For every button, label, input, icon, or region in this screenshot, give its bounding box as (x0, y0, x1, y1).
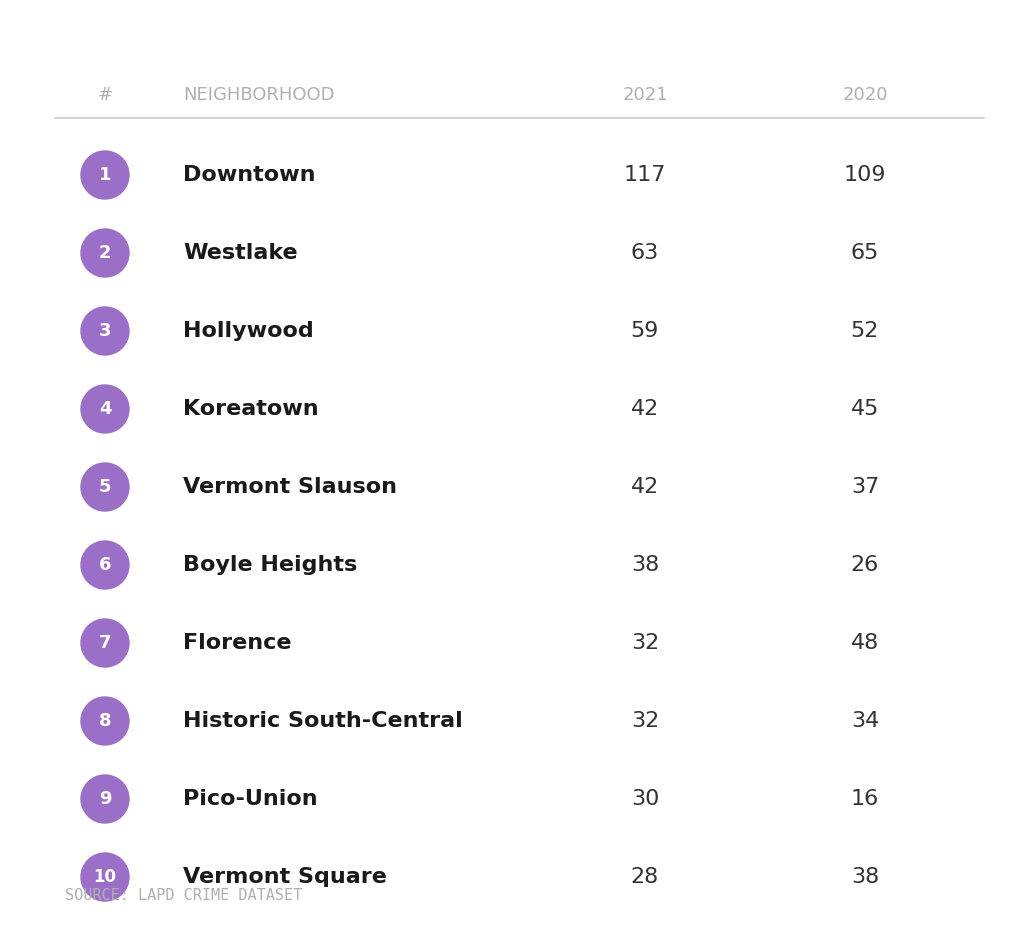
Text: 42: 42 (631, 477, 659, 497)
Text: 6: 6 (98, 556, 112, 574)
Text: 42: 42 (631, 399, 659, 419)
Circle shape (81, 151, 129, 199)
Circle shape (81, 385, 129, 433)
Text: Vermont Slauson: Vermont Slauson (183, 477, 397, 497)
Circle shape (81, 853, 129, 901)
Text: NEIGHBORHOOD: NEIGHBORHOOD (183, 86, 335, 104)
Text: 30: 30 (631, 789, 659, 809)
Text: 5: 5 (98, 478, 112, 496)
Text: 38: 38 (631, 555, 659, 575)
Text: 28: 28 (631, 867, 659, 887)
Text: Westlake: Westlake (183, 243, 298, 263)
Text: Pico-Union: Pico-Union (183, 789, 317, 809)
Text: 48: 48 (851, 633, 880, 653)
Circle shape (81, 775, 129, 823)
Text: Vermont Square: Vermont Square (183, 867, 387, 887)
Text: 117: 117 (624, 165, 667, 185)
Text: Historic South-Central: Historic South-Central (183, 711, 463, 731)
Circle shape (81, 619, 129, 667)
Text: Hollywood: Hollywood (183, 321, 313, 341)
Text: 26: 26 (851, 555, 880, 575)
Circle shape (81, 307, 129, 355)
Text: Koreatown: Koreatown (183, 399, 318, 419)
Text: SOURCE: LAPD CRIME DATASET: SOURCE: LAPD CRIME DATASET (65, 887, 302, 902)
Circle shape (81, 541, 129, 589)
Circle shape (81, 229, 129, 277)
Text: 10: 10 (93, 868, 117, 886)
Text: 2021: 2021 (623, 86, 668, 104)
Text: 109: 109 (844, 165, 886, 185)
Text: Downtown: Downtown (183, 165, 315, 185)
Text: 38: 38 (851, 867, 880, 887)
Text: 45: 45 (851, 399, 880, 419)
Text: 52: 52 (851, 321, 880, 341)
Text: 3: 3 (98, 322, 112, 340)
Text: Florence: Florence (183, 633, 292, 653)
Text: #: # (97, 86, 113, 104)
Text: 1: 1 (98, 166, 112, 184)
Text: 37: 37 (851, 477, 880, 497)
Text: 9: 9 (98, 790, 112, 808)
Text: 32: 32 (631, 711, 659, 731)
Circle shape (81, 697, 129, 745)
Text: 4: 4 (98, 400, 112, 418)
Text: 2: 2 (98, 244, 112, 262)
Text: 63: 63 (631, 243, 659, 263)
Text: 16: 16 (851, 789, 880, 809)
Text: 65: 65 (851, 243, 880, 263)
Circle shape (81, 463, 129, 511)
Text: Boyle Heights: Boyle Heights (183, 555, 357, 575)
Text: 32: 32 (631, 633, 659, 653)
Text: 7: 7 (98, 634, 112, 652)
Text: 59: 59 (631, 321, 659, 341)
Text: 34: 34 (851, 711, 880, 731)
Text: 2020: 2020 (843, 86, 888, 104)
Text: 8: 8 (98, 712, 112, 730)
